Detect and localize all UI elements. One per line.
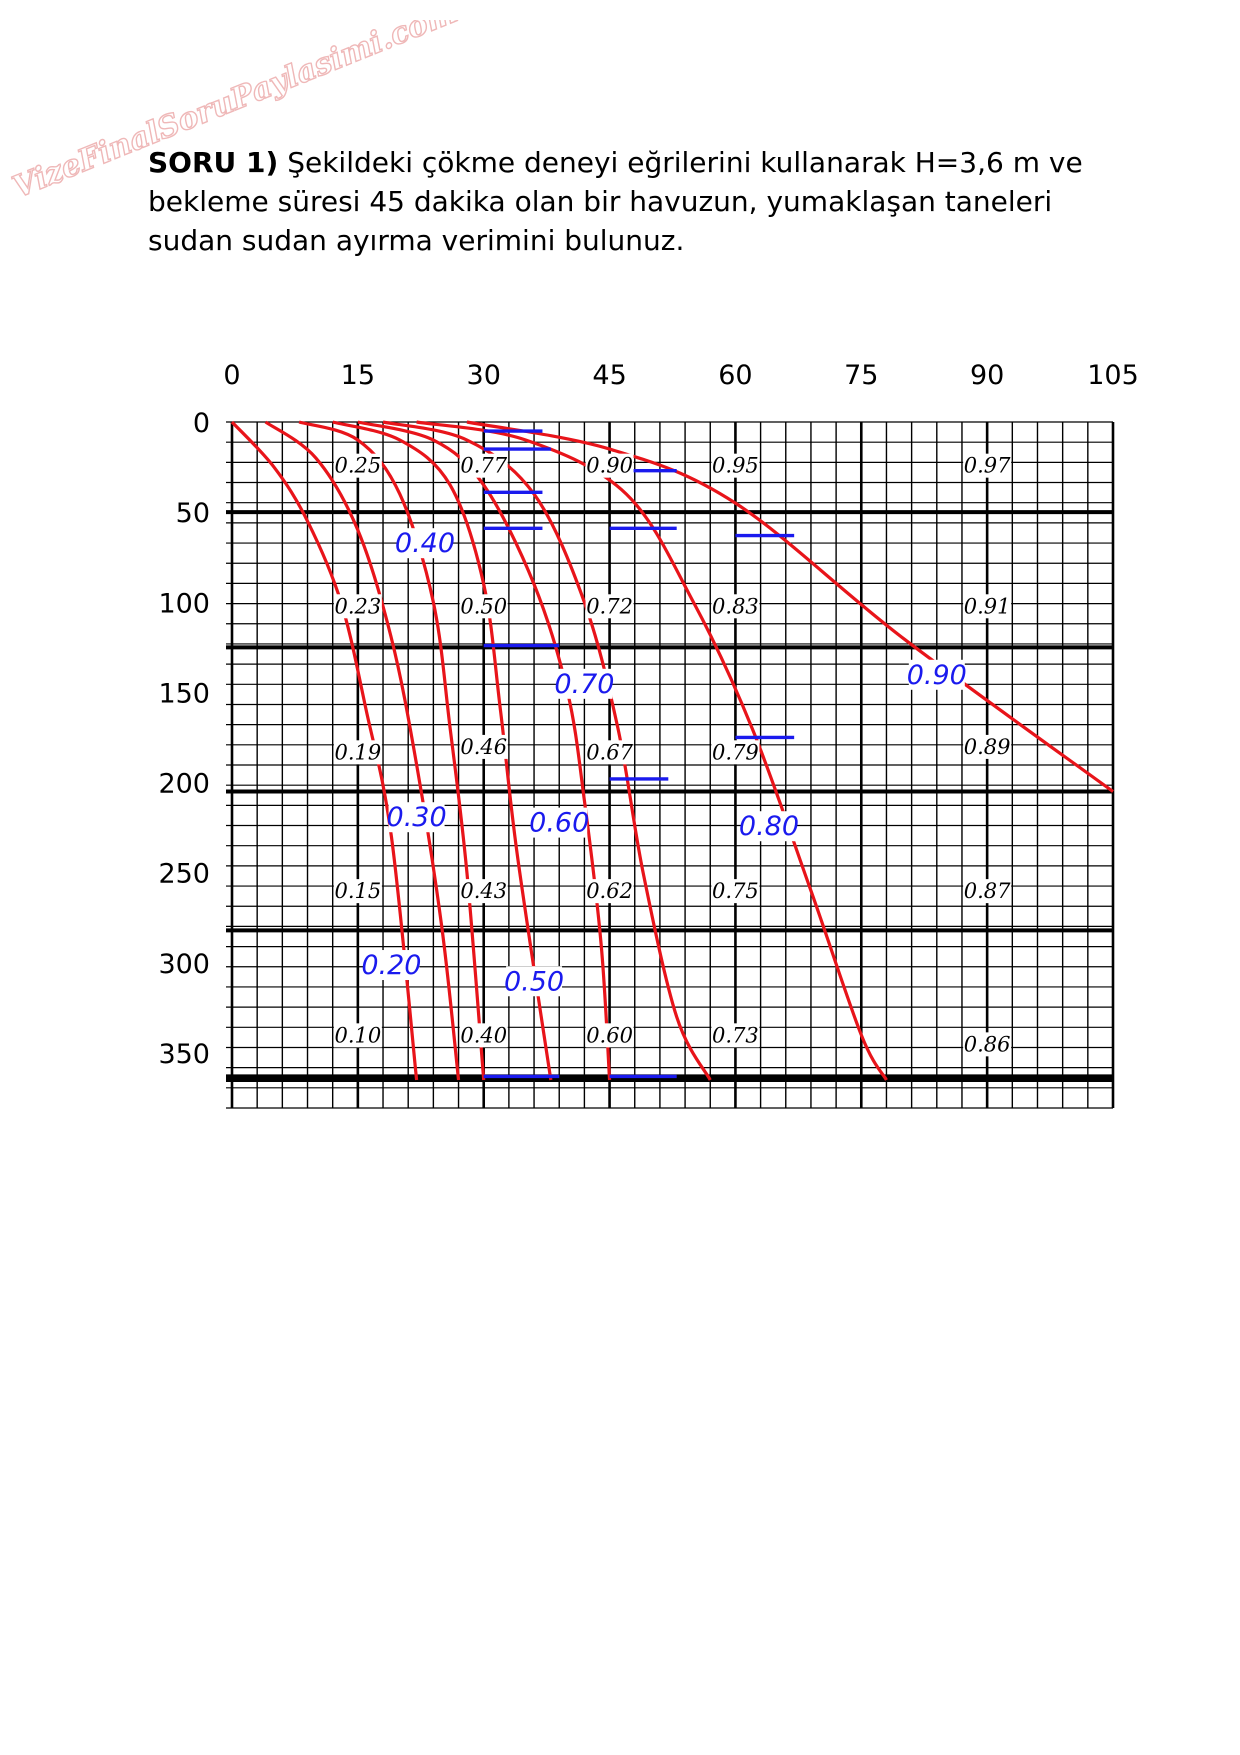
curve-label: 0.80 [739,811,799,842]
cell-label-bg [459,734,508,759]
y-tick-label: 50 [176,498,210,529]
cell-label-bg [963,453,1012,478]
cell-value-label: 0.79 [712,740,759,764]
cell-value-label: 0.89 [964,735,1011,759]
x-axis-ticks: 0 15 30 45 60 75 90 105 [223,360,1138,391]
y-tick-label: 100 [158,588,210,619]
cell-label-bg [333,879,382,904]
y-tick-label: 300 [158,949,210,980]
cell-value-label: 0.19 [334,740,381,764]
question-label: SORU 1) [148,146,279,179]
grid [226,421,1115,1109]
curve-label-bg [908,659,965,690]
cell-value-label: 0.77 [460,454,507,478]
cell-value-label: 0.67 [586,740,633,764]
cell-label-bg [963,1032,1012,1057]
curve-label: 0.20 [361,950,421,981]
cell-value-label: 0.50 [460,594,507,618]
y-tick-label: 250 [158,859,210,890]
cell-value-label: 0.23 [334,594,381,618]
settling-curves-chart: 0 15 30 45 60 75 90 105 0 50 100 150 200 250 300 350 0… [158,360,1139,1109]
curve-label-bg [396,528,453,559]
curve-label: 0.90 [907,660,967,691]
cell-value-labels: 0.25 0.77 0.90 0.95 0.97 0.23 0.50 0.72 0.83 0.91… [333,453,1012,1057]
cell-label-bg [585,453,634,478]
curve-labels: 0.40 0.70 0.90 0.30 0.60 0.80 0.20 0.50 [361,528,967,997]
x-tick-label: 75 [844,360,878,391]
cell-value-label: 0.75 [712,879,759,903]
curve-label-bg [556,668,613,699]
curve-0-20 [230,420,419,1081]
cell-value-label: 0.83 [712,594,759,618]
curve-label: 0.30 [387,802,447,833]
curve-label-bg [388,802,445,833]
curve-label-bg [363,950,420,981]
cell-label-bg [711,1023,760,1048]
curve-0-30 [264,420,461,1081]
x-tick-label: 30 [467,360,501,391]
curve-label: 0.70 [554,669,614,700]
cell-value-label: 0.87 [964,879,1011,903]
blue-markers [483,429,795,1079]
y-axis-ticks: 0 50 100 150 200 250 300 350 [158,408,210,1070]
cell-value-label: 0.10 [334,1023,381,1047]
cell-value-label: 0.91 [964,594,1011,618]
cell-value-label: 0.90 [586,454,633,478]
y-tick-label: 350 [158,1039,210,1070]
cell-value-label: 0.40 [460,1023,507,1047]
cell-value-label: 0.46 [460,735,507,759]
cell-label-bg [963,594,1012,619]
cell-label-bg [459,453,508,478]
cell-value-label: 0.97 [964,454,1011,478]
curve-label-bg [531,807,588,838]
x-tick-label: 45 [592,360,626,391]
cell-label-bg [711,879,760,904]
curve-0-80 [416,420,888,1081]
cell-value-label: 0.95 [712,454,759,478]
cell-label-bg [711,740,760,765]
curve-label: 0.50 [504,966,564,997]
cell-label-bg [333,1023,382,1048]
x-tick-label: 0 [223,360,240,391]
curve-label: 0.40 [395,528,455,559]
x-tick-label: 90 [970,360,1004,391]
cell-value-label: 0.25 [334,454,381,478]
cell-value-label: 0.72 [586,594,633,618]
y-tick-label: 150 [158,678,210,709]
cell-value-label: 0.43 [460,879,507,903]
cell-label-bg [711,594,760,619]
y-tick-label: 200 [158,769,210,800]
curve-0-50 [332,420,553,1081]
cell-label-bg [585,1023,634,1048]
curve-label-bg [506,966,563,997]
curve-0-90 [466,420,1114,793]
y-tick-label: 0 [193,408,210,439]
cell-label-bg [459,594,508,619]
cell-label-bg [585,740,634,765]
cell-value-label: 0.73 [712,1023,759,1047]
cell-value-label: 0.86 [964,1032,1011,1056]
x-tick-label: 15 [341,360,375,391]
cell-label-bg [963,734,1012,759]
cell-label-bg [711,453,760,478]
x-tick-label: 60 [718,360,752,391]
cell-label-bg [585,594,634,619]
curve-label-bg [740,811,797,842]
curve-0-40 [298,420,486,1081]
cell-label-bg [963,879,1012,904]
cell-label-bg [459,879,508,904]
cell-label-bg [585,879,634,904]
curve-label: 0.60 [529,808,589,839]
cell-label-bg [333,453,382,478]
cell-value-label: 0.15 [334,879,381,903]
x-tick-label: 105 [1087,360,1139,391]
question-block: SORU 1) Şekildeki çökme deneyi eğrilerin… [148,143,1108,260]
cell-label-bg [333,594,382,619]
cell-value-label: 0.62 [586,879,633,903]
cell-label-bg [459,1023,508,1048]
question-text: Şekildeki çökme deneyi eğrilerini kullan… [148,146,1083,257]
cell-label-bg [333,740,382,765]
cell-value-label: 0.60 [586,1023,633,1047]
